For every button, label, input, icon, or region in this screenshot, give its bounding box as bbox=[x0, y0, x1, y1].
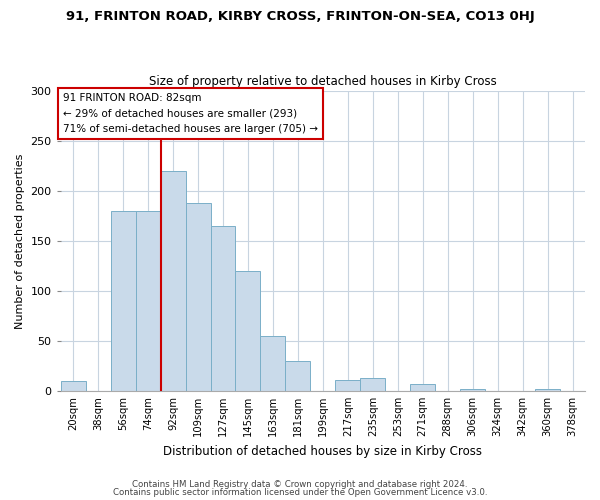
Bar bbox=[110, 211, 136, 391]
Bar bbox=[361, 378, 385, 391]
Bar bbox=[260, 336, 286, 391]
Bar bbox=[161, 171, 185, 391]
Text: Contains public sector information licensed under the Open Government Licence v3: Contains public sector information licen… bbox=[113, 488, 487, 497]
Bar bbox=[460, 389, 485, 391]
Bar bbox=[185, 203, 211, 391]
X-axis label: Distribution of detached houses by size in Kirby Cross: Distribution of detached houses by size … bbox=[163, 444, 482, 458]
Text: Contains HM Land Registry data © Crown copyright and database right 2024.: Contains HM Land Registry data © Crown c… bbox=[132, 480, 468, 489]
Text: 91, FRINTON ROAD, KIRBY CROSS, FRINTON-ON-SEA, CO13 0HJ: 91, FRINTON ROAD, KIRBY CROSS, FRINTON-O… bbox=[65, 10, 535, 23]
Y-axis label: Number of detached properties: Number of detached properties bbox=[15, 154, 25, 328]
Bar bbox=[136, 211, 161, 391]
Text: 91 FRINTON ROAD: 82sqm
← 29% of detached houses are smaller (293)
71% of semi-de: 91 FRINTON ROAD: 82sqm ← 29% of detached… bbox=[63, 93, 318, 134]
Title: Size of property relative to detached houses in Kirby Cross: Size of property relative to detached ho… bbox=[149, 76, 497, 88]
Bar bbox=[535, 389, 560, 391]
Bar bbox=[235, 271, 260, 391]
Bar bbox=[61, 381, 86, 391]
Bar bbox=[286, 361, 310, 391]
Bar bbox=[335, 380, 361, 391]
Bar bbox=[211, 226, 235, 391]
Bar bbox=[410, 384, 435, 391]
